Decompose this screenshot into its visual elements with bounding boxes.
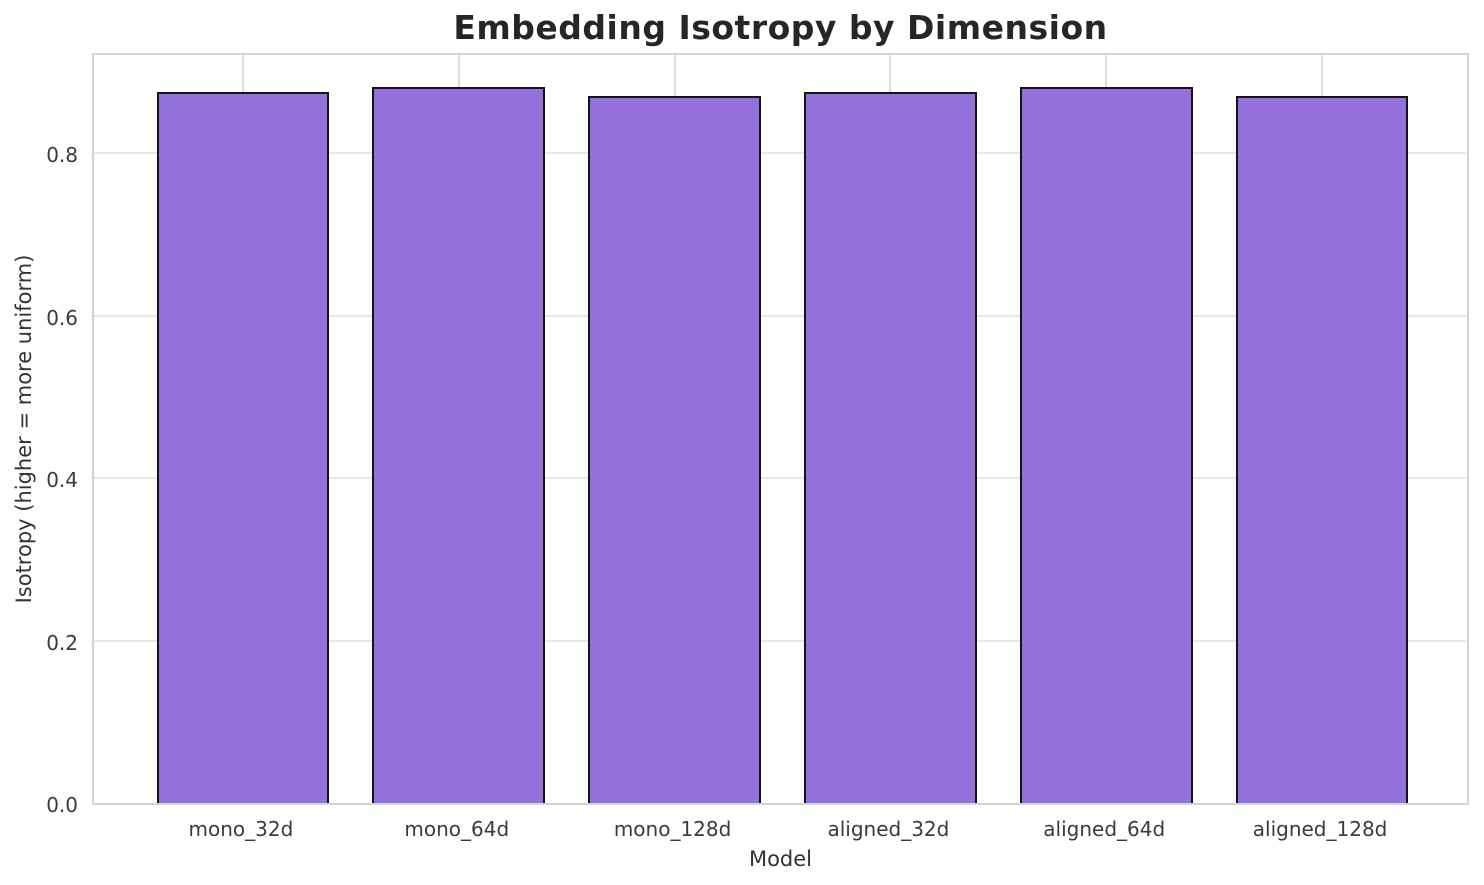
- x-axis-label: Model: [748, 847, 813, 871]
- x-tick-label-aligned_32d: aligned_32d: [827, 817, 950, 841]
- x-tick-label-aligned_64d: aligned_64d: [1043, 817, 1166, 841]
- chart-title: Embedding Isotropy by Dimension: [453, 8, 1108, 47]
- x-tick-label-mono_32d: mono_32d: [188, 817, 294, 841]
- bar-mono_128d: [588, 95, 761, 803]
- bar-aligned_32d: [804, 91, 977, 803]
- bar-mono_32d: [156, 91, 330, 803]
- x-tick-label-mono_64d: mono_64d: [404, 817, 510, 841]
- y-tick-label: 0.4: [46, 468, 78, 493]
- plot-area: [92, 53, 1469, 805]
- horizontal-gridline: [94, 639, 1467, 642]
- y-tick-label: 0.2: [46, 630, 78, 655]
- plot-canvas: [94, 55, 1467, 803]
- bar-aligned_128d: [1235, 96, 1409, 803]
- y-tick-label: 0.6: [46, 305, 78, 330]
- bar-mono_64d: [372, 86, 546, 803]
- x-tick-label-mono_128d: mono_128d: [613, 817, 732, 841]
- bar-aligned_64d: [1019, 86, 1193, 803]
- y-tick-label: 0.8: [46, 143, 78, 168]
- y-tick-label: 0.0: [46, 793, 78, 817]
- x-tick-label-aligned_128d: aligned_128d: [1252, 817, 1388, 841]
- horizontal-gridline: [94, 477, 1467, 480]
- horizontal-gridline: [94, 152, 1467, 155]
- horizontal-gridline: [94, 314, 1467, 317]
